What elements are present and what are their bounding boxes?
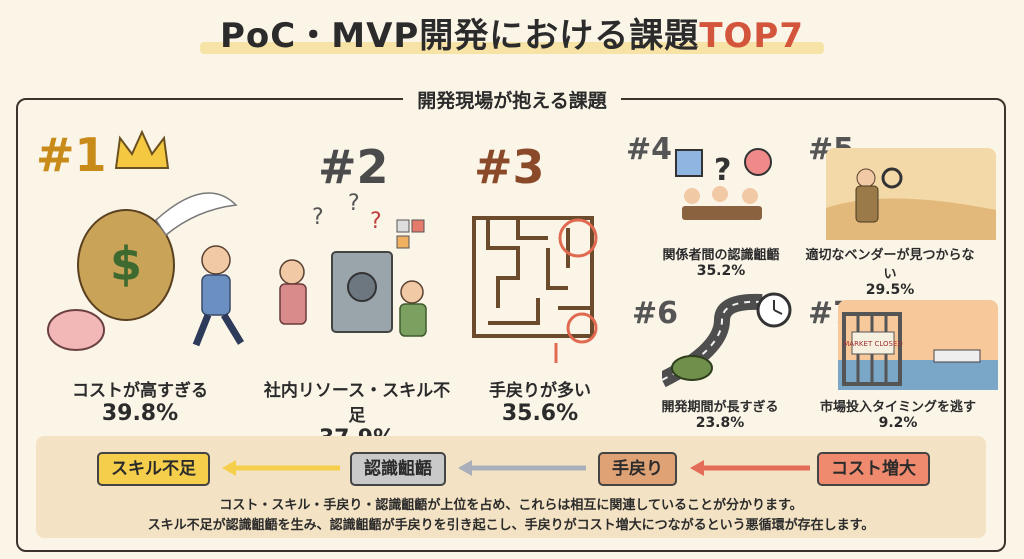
svg-text:$: $ [110, 237, 142, 291]
svg-text:?: ? [370, 209, 382, 234]
rank-1: #1 [36, 128, 107, 182]
chip-miscommunication: 認識齟齬 [350, 452, 446, 486]
issue-1-name: コストが高すぎる [72, 381, 208, 401]
desert-search-illustration [826, 148, 996, 240]
svg-text:?: ? [714, 153, 731, 188]
title-accent: TOP7 [699, 16, 804, 56]
market-closed-illustration: MARKET CLOSED [838, 300, 998, 390]
issue-4-pct: 35.2% [696, 263, 746, 279]
turtle-road-illustration [662, 292, 792, 388]
arrow-left-icon [458, 460, 586, 476]
issue-3-label: 手戻りが多い 35.6% [460, 376, 620, 426]
rank-6: #6 [632, 296, 679, 331]
page-title: PoC・MVP開発における課題TOP7 [200, 8, 824, 57]
issue-3-pct: 35.6% [501, 401, 579, 426]
money-bag-illustration: $ [47, 192, 244, 351]
issue-2-name: 社内リソース・スキル不足 [263, 381, 451, 426]
arrow-left-icon [222, 460, 340, 476]
issue-4-name: 関係者間の認識齟齬 [662, 248, 780, 263]
svg-text:?: ? [348, 192, 360, 216]
arrow-left-icon [690, 460, 810, 476]
issue-1-pct: 39.8% [101, 401, 179, 426]
issue-1-label: コストが高すぎる 39.8% [30, 376, 250, 426]
title-highlight [200, 42, 824, 54]
issue-7-name: 市場投入タイミングを逃す [819, 400, 976, 415]
market-closed-sign: MARKET CLOSED [843, 340, 903, 348]
cycle-note-line-2: スキル不足が認識齟齬を生み、認識齟齬が手戻りを引き起こし、手戻りがコスト増大につ… [147, 518, 875, 533]
issue-5-pct: 29.5% [865, 282, 915, 298]
meeting-illustration: ? [675, 148, 772, 220]
chip-rework: 手戻り [598, 452, 677, 486]
subtitle-text: 開発現場が抱える課題 [403, 90, 621, 112]
issue-4-label: 関係者間の認識齟齬 35.2% [636, 244, 806, 279]
issue-7-label: 市場投入タイミングを逃す 9.2% [808, 396, 988, 431]
issue-5-label: 適切なベンダーが見つからない 29.5% [800, 244, 980, 298]
machine-illustration: ? ? ? [279, 192, 427, 337]
svg-text:?: ? [312, 205, 324, 230]
issue-5-name: 適切なベンダーが見つからない [805, 248, 975, 282]
maze-illustration [472, 216, 598, 363]
issue-6-pct: 23.8% [695, 415, 745, 431]
rank-2: #2 [318, 140, 389, 194]
crown-icon [114, 129, 170, 169]
title-main: PoC・MVP開発における課題 [220, 16, 700, 56]
issue-3-name: 手戻りが多い [489, 381, 591, 401]
chip-skill-shortage: スキル不足 [97, 452, 210, 486]
rank-4: #4 [626, 132, 673, 167]
issue-7-pct: 9.2% [878, 415, 918, 431]
subtitle: 開発現場が抱える課題 [0, 86, 1024, 113]
issue-6-label: 開発期間が長すぎる 23.8% [640, 396, 800, 431]
title-area: PoC・MVP開発における課題TOP7 [0, 8, 1024, 57]
cycle-note-line-1: コスト・スキル・手戻り・認識齟齬が上位を占め、これらは相互に関連していることが分… [219, 498, 803, 513]
rank-3: #3 [474, 140, 545, 194]
issue-6-name: 開発期間が長すぎる [661, 400, 779, 415]
chip-cost-increase: コスト増大 [817, 452, 930, 486]
